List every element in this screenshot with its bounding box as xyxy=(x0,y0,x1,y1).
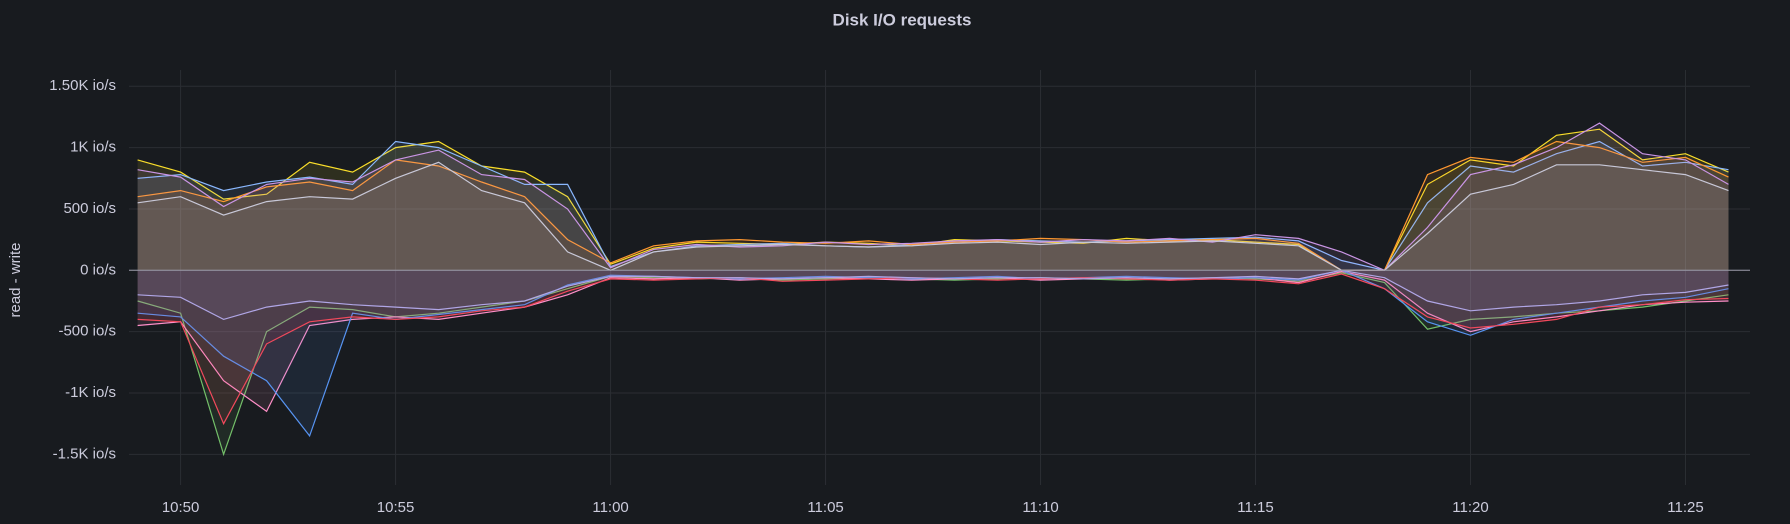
x-tick-label: 11:20 xyxy=(1452,499,1488,516)
chart-title: Disk I/O requests xyxy=(833,10,972,29)
area-fill xyxy=(137,270,1729,424)
x-tick-label: 10:55 xyxy=(377,499,415,516)
x-tick-label: 11:00 xyxy=(592,499,628,516)
x-tick-label: 11:15 xyxy=(1237,499,1273,516)
area-fill xyxy=(137,270,1729,320)
y-tick-label: -500 io/s xyxy=(58,323,116,340)
y-axis-label: read - write xyxy=(7,242,24,317)
area-fill xyxy=(137,270,1729,455)
y-tick-label: -1K io/s xyxy=(65,384,116,401)
area-fill xyxy=(137,141,1729,271)
series-line xyxy=(137,140,1729,271)
x-tick-label: 11:10 xyxy=(1022,499,1058,516)
area-fill xyxy=(137,129,1729,271)
series-line xyxy=(137,270,1729,413)
series-line xyxy=(137,161,1729,271)
y-tick-label: 1K io/s xyxy=(70,139,116,156)
series-line xyxy=(137,122,1729,272)
y-tick-label: -1.5K io/s xyxy=(53,445,116,462)
x-tick-label: 11:05 xyxy=(807,499,843,516)
y-tick-label: 500 io/s xyxy=(63,200,116,217)
x-tick-label: 10:50 xyxy=(162,499,200,516)
x-tick-label: 11:25 xyxy=(1667,499,1703,516)
series-line xyxy=(137,269,1729,321)
y-tick-label: 1.50K io/s xyxy=(49,77,116,94)
y-tick-label: 0 io/s xyxy=(80,261,116,278)
area-fill xyxy=(137,270,1729,412)
area-fill xyxy=(137,162,1729,271)
area-fill xyxy=(137,270,1729,436)
area-fill xyxy=(137,141,1729,271)
area-fill xyxy=(137,123,1729,271)
